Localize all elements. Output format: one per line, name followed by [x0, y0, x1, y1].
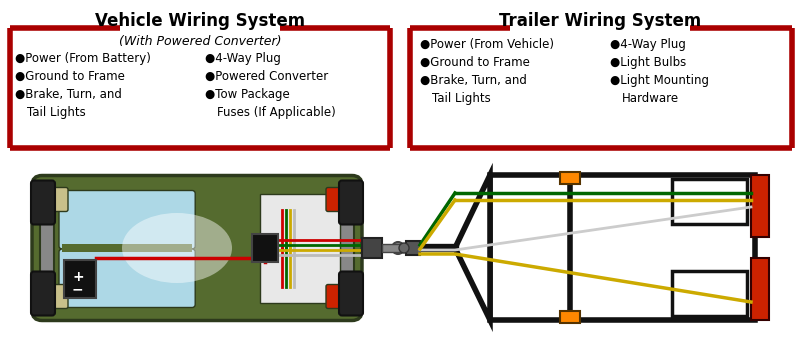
Text: ●Light Bulbs: ●Light Bulbs	[610, 56, 686, 69]
Bar	[559, 311, 579, 323]
Text: +: +	[72, 270, 84, 284]
Text: ●Power (From Battery): ●Power (From Battery)	[15, 52, 151, 65]
FancyBboxPatch shape	[339, 181, 363, 224]
Text: −: −	[72, 282, 84, 296]
Ellipse shape	[122, 213, 232, 283]
FancyBboxPatch shape	[326, 187, 352, 211]
Bar	[64, 260, 96, 298]
Text: ●Power (From Vehicle): ●Power (From Vehicle)	[420, 38, 554, 51]
Bar	[382, 244, 404, 252]
FancyBboxPatch shape	[42, 187, 68, 211]
Text: ●Ground to Frame: ●Ground to Frame	[420, 56, 530, 69]
FancyBboxPatch shape	[59, 190, 195, 249]
Text: Trailer Wiring System: Trailer Wiring System	[499, 12, 701, 30]
Bar	[362, 238, 382, 258]
Text: ●Brake, Turn, and: ●Brake, Turn, and	[420, 74, 527, 87]
Text: ●Powered Converter: ●Powered Converter	[205, 70, 328, 83]
Text: ●Brake, Turn, and: ●Brake, Turn, and	[15, 88, 122, 101]
Text: ●Ground to Frame: ●Ground to Frame	[15, 70, 125, 83]
Bar	[252, 234, 278, 262]
Text: (With Powered Converter): (With Powered Converter)	[118, 35, 282, 48]
Bar	[559, 172, 579, 184]
FancyBboxPatch shape	[339, 272, 363, 316]
Bar	[751, 258, 769, 320]
Text: ●4-Way Plug: ●4-Way Plug	[205, 52, 281, 65]
Bar	[340, 200, 354, 296]
Bar	[751, 175, 769, 237]
Bar	[40, 200, 54, 296]
Circle shape	[399, 243, 409, 253]
Bar	[62, 244, 192, 252]
Bar	[672, 179, 747, 224]
Text: ●4-Way Plug: ●4-Way Plug	[610, 38, 686, 51]
FancyBboxPatch shape	[31, 272, 55, 316]
Text: ●Light Mounting: ●Light Mounting	[610, 74, 709, 87]
Bar	[490, 175, 755, 320]
Text: ●Tow Package: ●Tow Package	[205, 88, 290, 101]
Bar	[260, 193, 340, 303]
Bar	[672, 271, 747, 316]
Text: Tail Lights: Tail Lights	[27, 106, 86, 119]
FancyBboxPatch shape	[326, 285, 352, 308]
Text: Fuses (If Applicable): Fuses (If Applicable)	[217, 106, 336, 119]
Polygon shape	[455, 175, 490, 320]
Text: Tail Lights: Tail Lights	[432, 92, 490, 105]
Circle shape	[392, 242, 404, 254]
Text: Vehicle Wiring System: Vehicle Wiring System	[95, 12, 305, 30]
Text: Hardware: Hardware	[622, 92, 679, 105]
FancyBboxPatch shape	[32, 175, 362, 321]
FancyBboxPatch shape	[59, 249, 195, 307]
Bar	[406, 241, 420, 255]
FancyBboxPatch shape	[42, 285, 68, 308]
FancyBboxPatch shape	[31, 181, 55, 224]
